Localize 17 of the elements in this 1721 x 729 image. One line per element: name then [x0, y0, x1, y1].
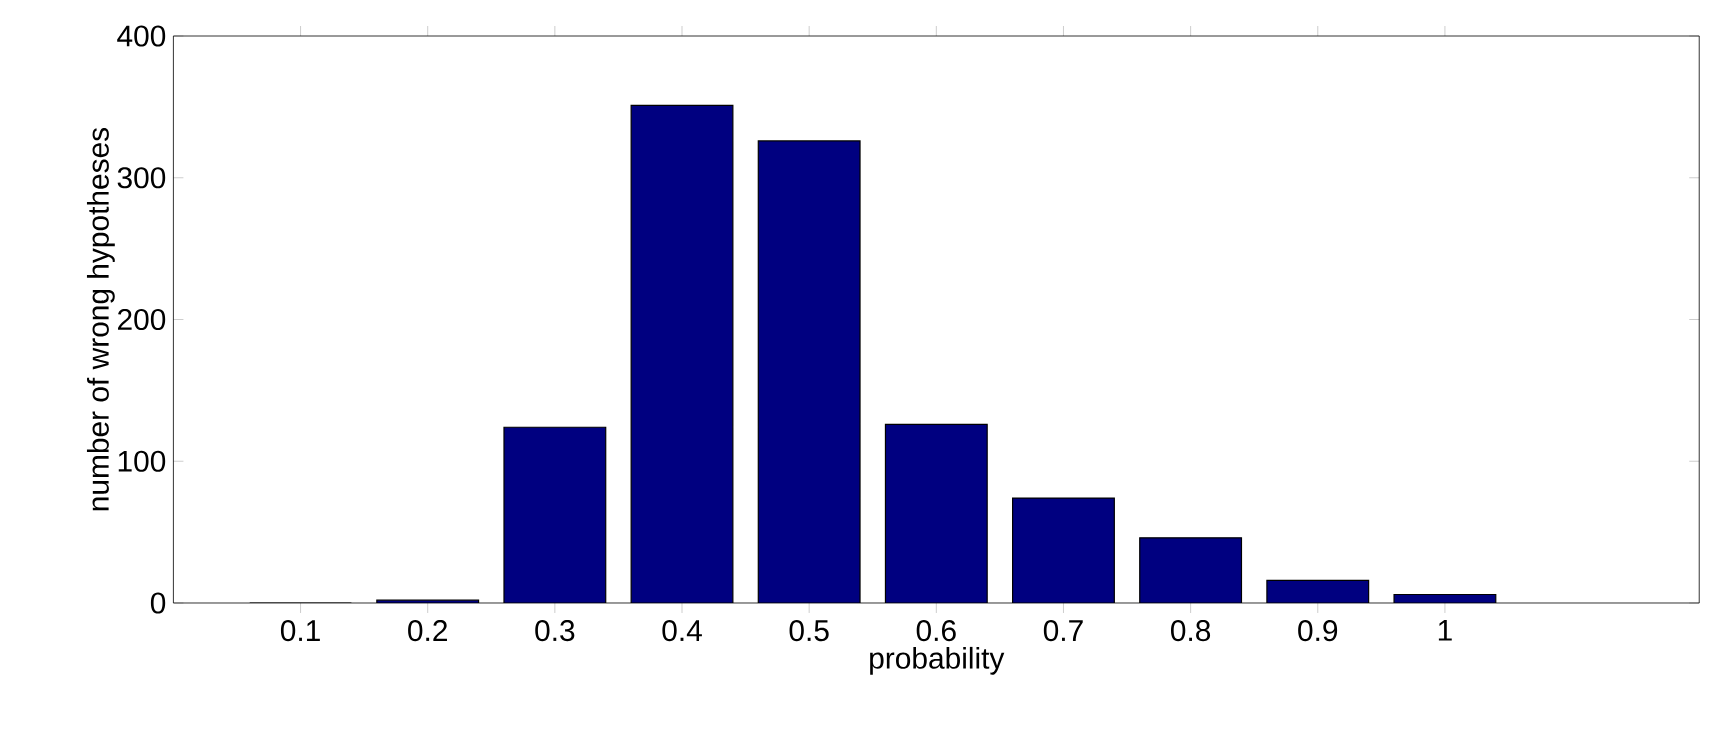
y-tick-label: 0 [150, 592, 166, 614]
x-tick-label: 0.8 [1171, 620, 1211, 642]
y-tick-label: 200 [118, 308, 166, 331]
x-tick-label: 0.3 [535, 620, 575, 642]
y-tick-label: 300 [117, 167, 166, 189]
x-tick-label: 0.7 [1043, 620, 1083, 642]
x-axis-title: probability [870, 646, 1005, 675]
x-tick-label: 0.9 [1298, 620, 1338, 642]
x-tick-label: 0.6 [916, 620, 956, 642]
x-tick-label: 0.2 [408, 620, 447, 642]
x-tick-label: 0.5 [789, 620, 829, 642]
y-tick-label: 100 [118, 450, 166, 472]
y-tick-label: 400 [117, 25, 166, 47]
x-tick-label: 0.1 [280, 620, 320, 642]
x-tick-label: 1 [1438, 620, 1452, 641]
y-axis-title: number of wrong hypotheses [86, 127, 115, 511]
x-tick-label: 0.4 [662, 620, 702, 642]
